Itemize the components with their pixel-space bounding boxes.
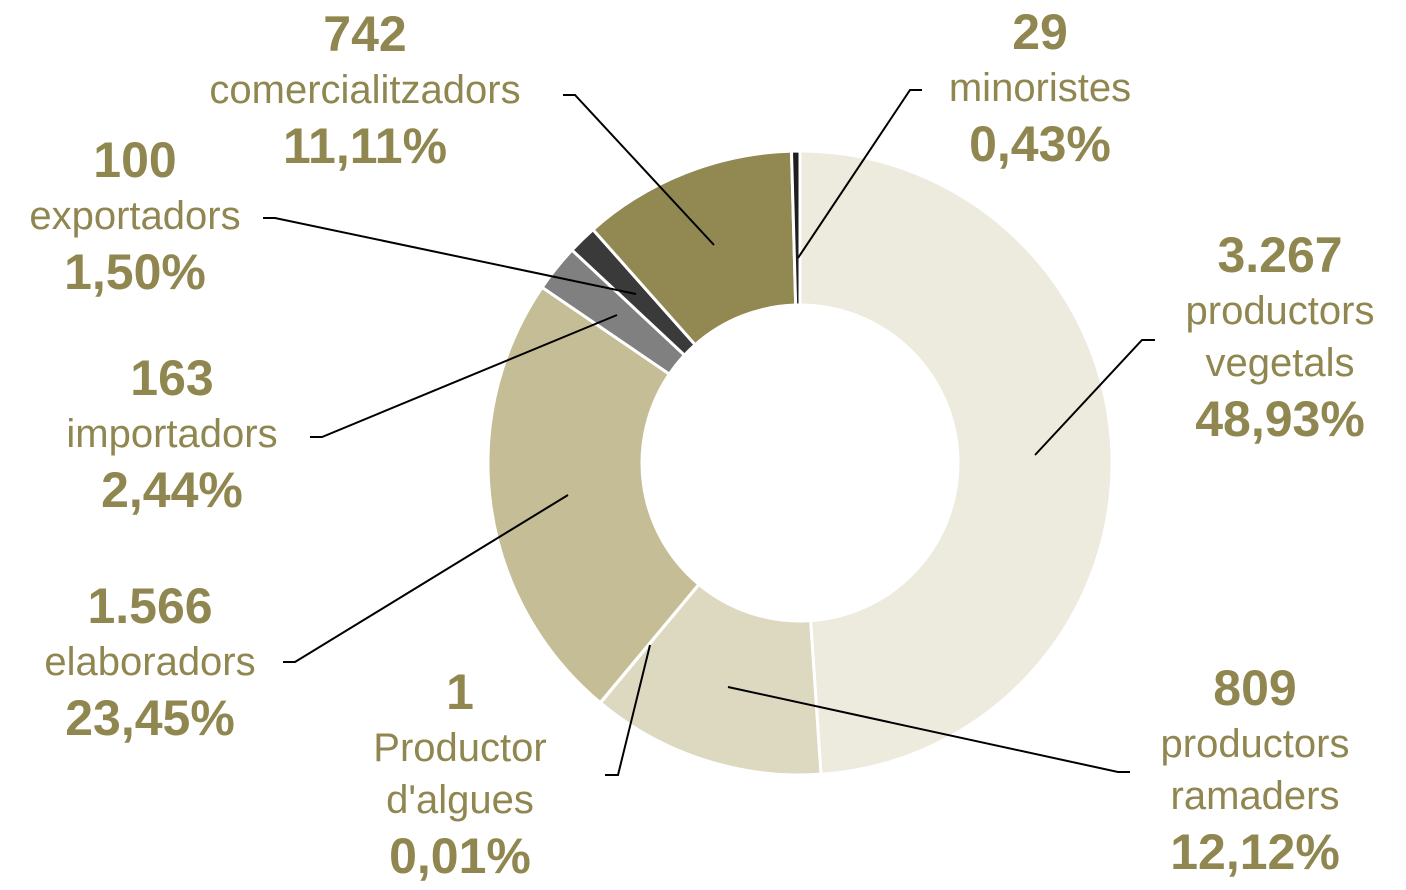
category-label: exportadors bbox=[29, 194, 241, 238]
count-label: 809 bbox=[1213, 660, 1297, 716]
percentage-label: 48,93% bbox=[1195, 391, 1365, 447]
slice-label: 742 comercialitzadors 11,11% bbox=[145, 4, 585, 176]
count-label: 163 bbox=[130, 350, 214, 406]
count-label: 3.267 bbox=[1217, 227, 1343, 283]
slice bbox=[798, 149, 1114, 776]
slice-label: 100 exportadors 1,50% bbox=[0, 130, 355, 302]
count-label: 1.566 bbox=[87, 578, 213, 634]
category-label: minoristes bbox=[948, 66, 1132, 110]
category-label: productors ramaders bbox=[1160, 722, 1350, 818]
slice-label: 29 minoristes 0,43% bbox=[820, 2, 1260, 174]
leader-line bbox=[310, 314, 618, 438]
percentage-label: 2,44% bbox=[101, 462, 243, 518]
category-label: importadors bbox=[66, 412, 278, 456]
leader-line bbox=[1034, 339, 1155, 456]
slice-label: 3.267 productors vegetals 48,93% bbox=[1060, 225, 1406, 449]
slice-label: 1.566 elaboradors 23,45% bbox=[0, 576, 370, 748]
percentage-label: 11,11% bbox=[282, 118, 448, 174]
percentage-label: 0,43% bbox=[969, 116, 1111, 172]
leader-line bbox=[727, 686, 1130, 773]
count-label: 29 bbox=[1012, 4, 1068, 60]
percentage-label: 23,45% bbox=[65, 690, 235, 746]
count-label: 1 bbox=[446, 664, 474, 720]
category-label: comercialitzadors bbox=[209, 68, 521, 112]
percentage-label: 0,01% bbox=[389, 828, 531, 884]
slice bbox=[789, 149, 802, 307]
category-label: elaboradors bbox=[44, 640, 256, 684]
count-label: 100 bbox=[93, 132, 177, 188]
slice-label: 163 importadors 2,44% bbox=[0, 348, 392, 520]
slice bbox=[598, 582, 823, 777]
leader-line bbox=[605, 644, 651, 776]
slice-label: 1 Productor d'algues 0,01% bbox=[240, 662, 680, 886]
slice-label: 809 productors ramaders 12,12% bbox=[1035, 658, 1406, 882]
leader-line bbox=[283, 494, 569, 663]
count-label: 742 bbox=[323, 6, 407, 62]
category-label: productors vegetals bbox=[1185, 289, 1375, 385]
leader-line bbox=[797, 89, 922, 259]
percentage-label: 1,50% bbox=[64, 244, 206, 300]
percentage-label: 12,12% bbox=[1170, 824, 1340, 880]
leader-line bbox=[563, 94, 715, 246]
leader-line bbox=[263, 217, 637, 295]
slice bbox=[486, 285, 701, 705]
category-label: Productor d'algues bbox=[373, 726, 547, 822]
